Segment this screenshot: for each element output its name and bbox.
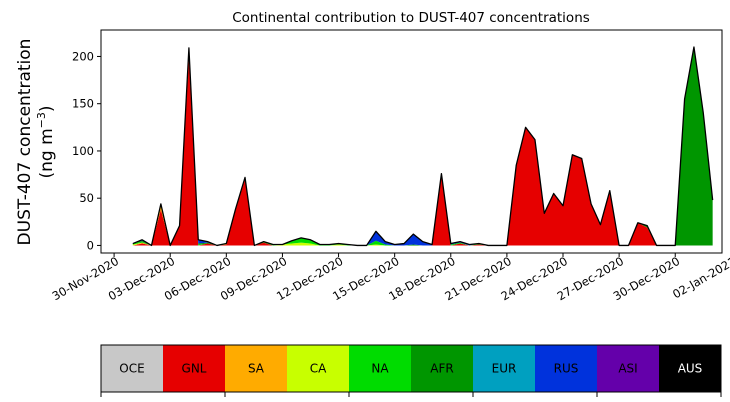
legend-swatch-sa [225, 345, 288, 392]
y-tick-label: 200 [72, 49, 94, 63]
legend-swatch-ca [287, 345, 350, 392]
y-axis-label: DUST-407 concentration (ng m−3) [15, 39, 57, 246]
y-axis-label-line2: (ng m−3) [35, 105, 57, 178]
legend-label-rus: RUS [554, 362, 579, 376]
legend-swatch-asi [597, 345, 660, 392]
legend-label-eur: EUR [492, 362, 517, 376]
area-series-sa [132, 53, 713, 246]
chart-title: Continental contribution to DUST-407 con… [232, 10, 590, 26]
total-outline [132, 46, 714, 247]
x-axis: 30-Nov-202003-Dec-202006-Dec-202009-Dec-… [50, 253, 730, 303]
legend-label-oce: OCE [119, 362, 144, 376]
legend-label-na: NA [371, 362, 389, 376]
y-axis-label-line2-start: (ng m [37, 128, 57, 178]
legend-label-afr: AFR [430, 362, 453, 376]
area-series-afr [132, 47, 713, 246]
area-series-ca [132, 53, 713, 246]
y-axis-label-line1: DUST-407 concentration [15, 39, 35, 246]
area-series-rus [132, 47, 713, 246]
legend-colorbar: OCE GNL SA CA NA AFR EUR RUS ASI AUS [100, 344, 722, 397]
legend-swatch-rus [535, 345, 598, 392]
legend-swatch-gnl [163, 345, 226, 392]
area-series-asi [132, 47, 713, 246]
legend-label-gnl: GNL [182, 362, 207, 376]
plot-frame [100, 29, 723, 254]
y-tick-label: 150 [72, 97, 94, 111]
legend-swatch-afr [411, 345, 474, 392]
legend-label-ca: CA [310, 362, 327, 376]
area-series-eur [132, 47, 713, 246]
legend-swatch-na [349, 345, 412, 392]
legend-label-aus: AUS [678, 362, 703, 376]
legend-frame [100, 344, 722, 393]
y-tick-label: 50 [79, 191, 94, 205]
plot-area [132, 46, 714, 247]
y-axis-label-line2-end: ) [37, 105, 57, 112]
legend-swatch-oce [101, 345, 164, 392]
y-axis-label-unit-exp: −3 [35, 112, 48, 128]
y-tick-label: 0 [87, 238, 94, 252]
legend-swatch-aus [659, 345, 722, 392]
legend-label-asi: ASI [618, 362, 637, 376]
area-series-gnl [132, 56, 713, 246]
y-axis: 0 50 100 150 200 [72, 49, 101, 252]
area-series-na [132, 53, 713, 246]
legend-swatch-eur [473, 345, 536, 392]
y-tick-label: 100 [72, 144, 94, 158]
area-series-aus [132, 47, 713, 246]
legend-label-sa: SA [248, 362, 265, 376]
